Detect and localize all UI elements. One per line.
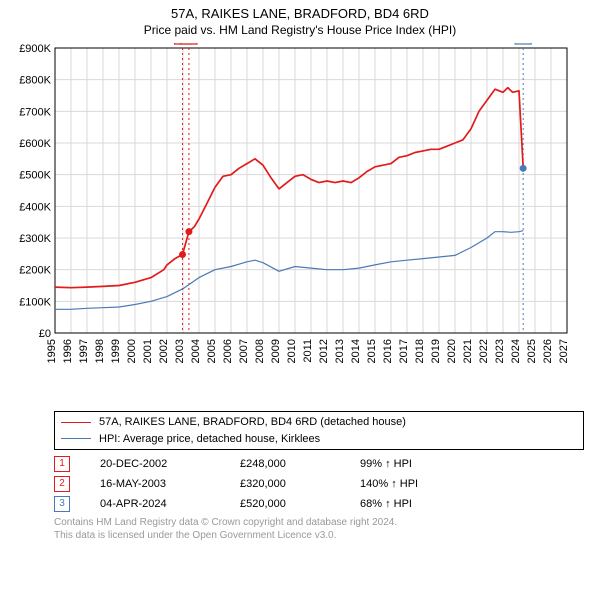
svg-text:2010: 2010: [286, 339, 298, 363]
sale-number-box: 1: [54, 456, 70, 472]
sale-price: £520,000: [240, 498, 330, 510]
svg-text:£500K: £500K: [19, 170, 51, 182]
sales-table: 1 20-DEC-2002 £248,000 99% ↑ HPI 2 16-MAY-200…: [54, 456, 584, 512]
chart-title: 57A, RAIKES LANE, BRADFORD, BD4 6RD: [0, 6, 600, 21]
svg-text:2008: 2008: [254, 339, 266, 363]
legend-row: 57A, RAIKES LANE, BRADFORD, BD4 6RD (det…: [61, 414, 577, 431]
svg-text:1998: 1998: [94, 339, 106, 363]
svg-text:2009: 2009: [270, 339, 282, 363]
svg-text:2025: 2025: [526, 339, 538, 363]
svg-text:2002: 2002: [158, 339, 170, 363]
svg-text:2003: 2003: [174, 339, 186, 363]
svg-text:2021: 2021: [462, 339, 474, 363]
sale-row: 3 04-APR-2024 £520,000 68% ↑ HPI: [54, 496, 584, 512]
svg-text:2020: 2020: [446, 339, 458, 363]
svg-text:2026: 2026: [542, 339, 554, 363]
footer-line1: Contains HM Land Registry data © Crown c…: [54, 516, 584, 529]
svg-text:2004: 2004: [190, 339, 202, 363]
svg-text:£900K: £900K: [19, 43, 51, 55]
page: 57A, RAIKES LANE, BRADFORD, BD4 6RD Pric…: [0, 6, 600, 596]
svg-text:2018: 2018: [414, 339, 426, 363]
sale-date: 20-DEC-2002: [100, 458, 210, 470]
svg-text:2013: 2013: [334, 339, 346, 363]
legend: 57A, RAIKES LANE, BRADFORD, BD4 6RD (det…: [54, 411, 584, 450]
svg-text:2011: 2011: [302, 339, 314, 363]
svg-text:2017: 2017: [398, 339, 410, 363]
footer-line2: This data is licensed under the Open Gov…: [54, 529, 584, 542]
svg-text:2016: 2016: [382, 339, 394, 363]
footer-attribution: Contains HM Land Registry data © Crown c…: [54, 516, 584, 542]
svg-text:£800K: £800K: [19, 75, 51, 87]
svg-text:2019: 2019: [430, 339, 442, 363]
sale-pct: 140% ↑ HPI: [360, 478, 418, 490]
svg-text:£100K: £100K: [19, 296, 51, 308]
svg-text:2006: 2006: [222, 339, 234, 363]
svg-text:£0: £0: [39, 328, 51, 340]
legend-label: 57A, RAIKES LANE, BRADFORD, BD4 6RD (det…: [99, 414, 406, 431]
sale-row: 1 20-DEC-2002 £248,000 99% ↑ HPI: [54, 456, 584, 472]
svg-text:£300K: £300K: [19, 233, 51, 245]
svg-text:2001: 2001: [142, 339, 154, 363]
sale-number-box: 3: [54, 496, 70, 512]
svg-text:2012: 2012: [318, 339, 330, 363]
chart-container: £0 £100K £200K £300K £400K £500K £600K £700K £80…: [15, 43, 575, 373]
legend-swatch: [61, 438, 91, 439]
sale-price: £248,000: [240, 458, 330, 470]
svg-text:2014: 2014: [350, 339, 362, 363]
svg-text:2023: 2023: [494, 339, 506, 363]
sale-number-box: 2: [54, 476, 70, 492]
legend-label: HPI: Average price, detached house, Kirk…: [99, 431, 320, 448]
sale-date: 04-APR-2024: [100, 498, 210, 510]
svg-text:2015: 2015: [366, 339, 378, 363]
svg-text:2024: 2024: [510, 339, 522, 363]
svg-text:1995: 1995: [46, 339, 58, 363]
sale-price: £320,000: [240, 478, 330, 490]
svg-text:£600K: £600K: [19, 138, 51, 150]
sale-date: 16-MAY-2003: [100, 478, 210, 490]
sale-pct: 99% ↑ HPI: [360, 458, 412, 470]
svg-text:1999: 1999: [110, 339, 122, 363]
svg-text:2000: 2000: [126, 339, 138, 363]
svg-text:£700K: £700K: [19, 106, 51, 118]
legend-row: HPI: Average price, detached house, Kirk…: [61, 431, 577, 448]
svg-text:2005: 2005: [206, 339, 218, 363]
svg-text:1997: 1997: [78, 339, 90, 363]
legend-swatch: [61, 422, 91, 423]
svg-text:1996: 1996: [62, 339, 74, 363]
svg-text:2007: 2007: [238, 339, 250, 363]
sale-row: 2 16-MAY-2003 £320,000 140% ↑ HPI: [54, 476, 584, 492]
price-chart: £0 £100K £200K £300K £400K £500K £600K £700K £80…: [15, 43, 575, 373]
svg-text:£400K: £400K: [19, 201, 51, 213]
svg-text:2022: 2022: [478, 339, 490, 363]
chart-subtitle: Price paid vs. HM Land Registry's House …: [0, 23, 600, 37]
sale-pct: 68% ↑ HPI: [360, 498, 412, 510]
svg-text:2027: 2027: [558, 339, 570, 363]
svg-text:£200K: £200K: [19, 265, 51, 277]
